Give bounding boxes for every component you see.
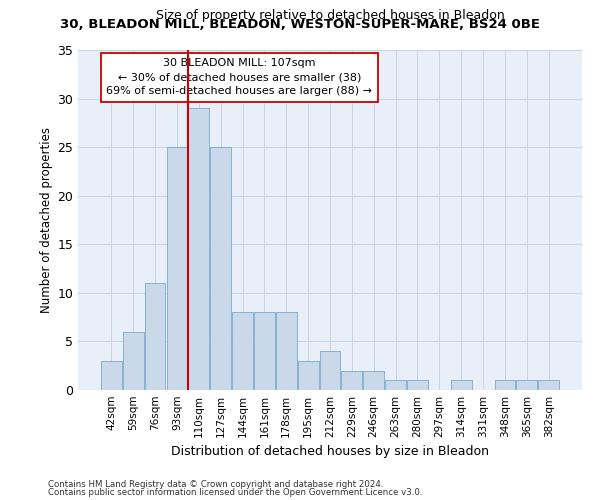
Bar bbox=[276, 312, 296, 390]
Bar bbox=[145, 283, 166, 390]
Bar bbox=[407, 380, 428, 390]
Bar bbox=[320, 351, 340, 390]
Bar bbox=[364, 370, 384, 390]
Bar bbox=[188, 108, 209, 390]
Bar bbox=[538, 380, 559, 390]
Text: Contains HM Land Registry data © Crown copyright and database right 2024.: Contains HM Land Registry data © Crown c… bbox=[48, 480, 383, 489]
Title: Size of property relative to detached houses in Bleadon: Size of property relative to detached ho… bbox=[155, 10, 505, 22]
Bar bbox=[101, 361, 122, 390]
Text: 30, BLEADON MILL, BLEADON, WESTON-SUPER-MARE, BS24 0BE: 30, BLEADON MILL, BLEADON, WESTON-SUPER-… bbox=[60, 18, 540, 30]
Bar bbox=[232, 312, 253, 390]
Y-axis label: Number of detached properties: Number of detached properties bbox=[40, 127, 53, 313]
Bar bbox=[123, 332, 143, 390]
Text: 30 BLEADON MILL: 107sqm
← 30% of detached houses are smaller (38)
69% of semi-de: 30 BLEADON MILL: 107sqm ← 30% of detache… bbox=[106, 58, 372, 96]
Text: Contains public sector information licensed under the Open Government Licence v3: Contains public sector information licen… bbox=[48, 488, 422, 497]
Bar bbox=[298, 361, 319, 390]
Bar bbox=[254, 312, 275, 390]
Bar bbox=[210, 147, 231, 390]
X-axis label: Distribution of detached houses by size in Bleadon: Distribution of detached houses by size … bbox=[171, 446, 489, 458]
Bar bbox=[494, 380, 515, 390]
Bar bbox=[341, 370, 362, 390]
Bar bbox=[517, 380, 537, 390]
Bar bbox=[167, 147, 187, 390]
Bar bbox=[451, 380, 472, 390]
Bar bbox=[385, 380, 406, 390]
